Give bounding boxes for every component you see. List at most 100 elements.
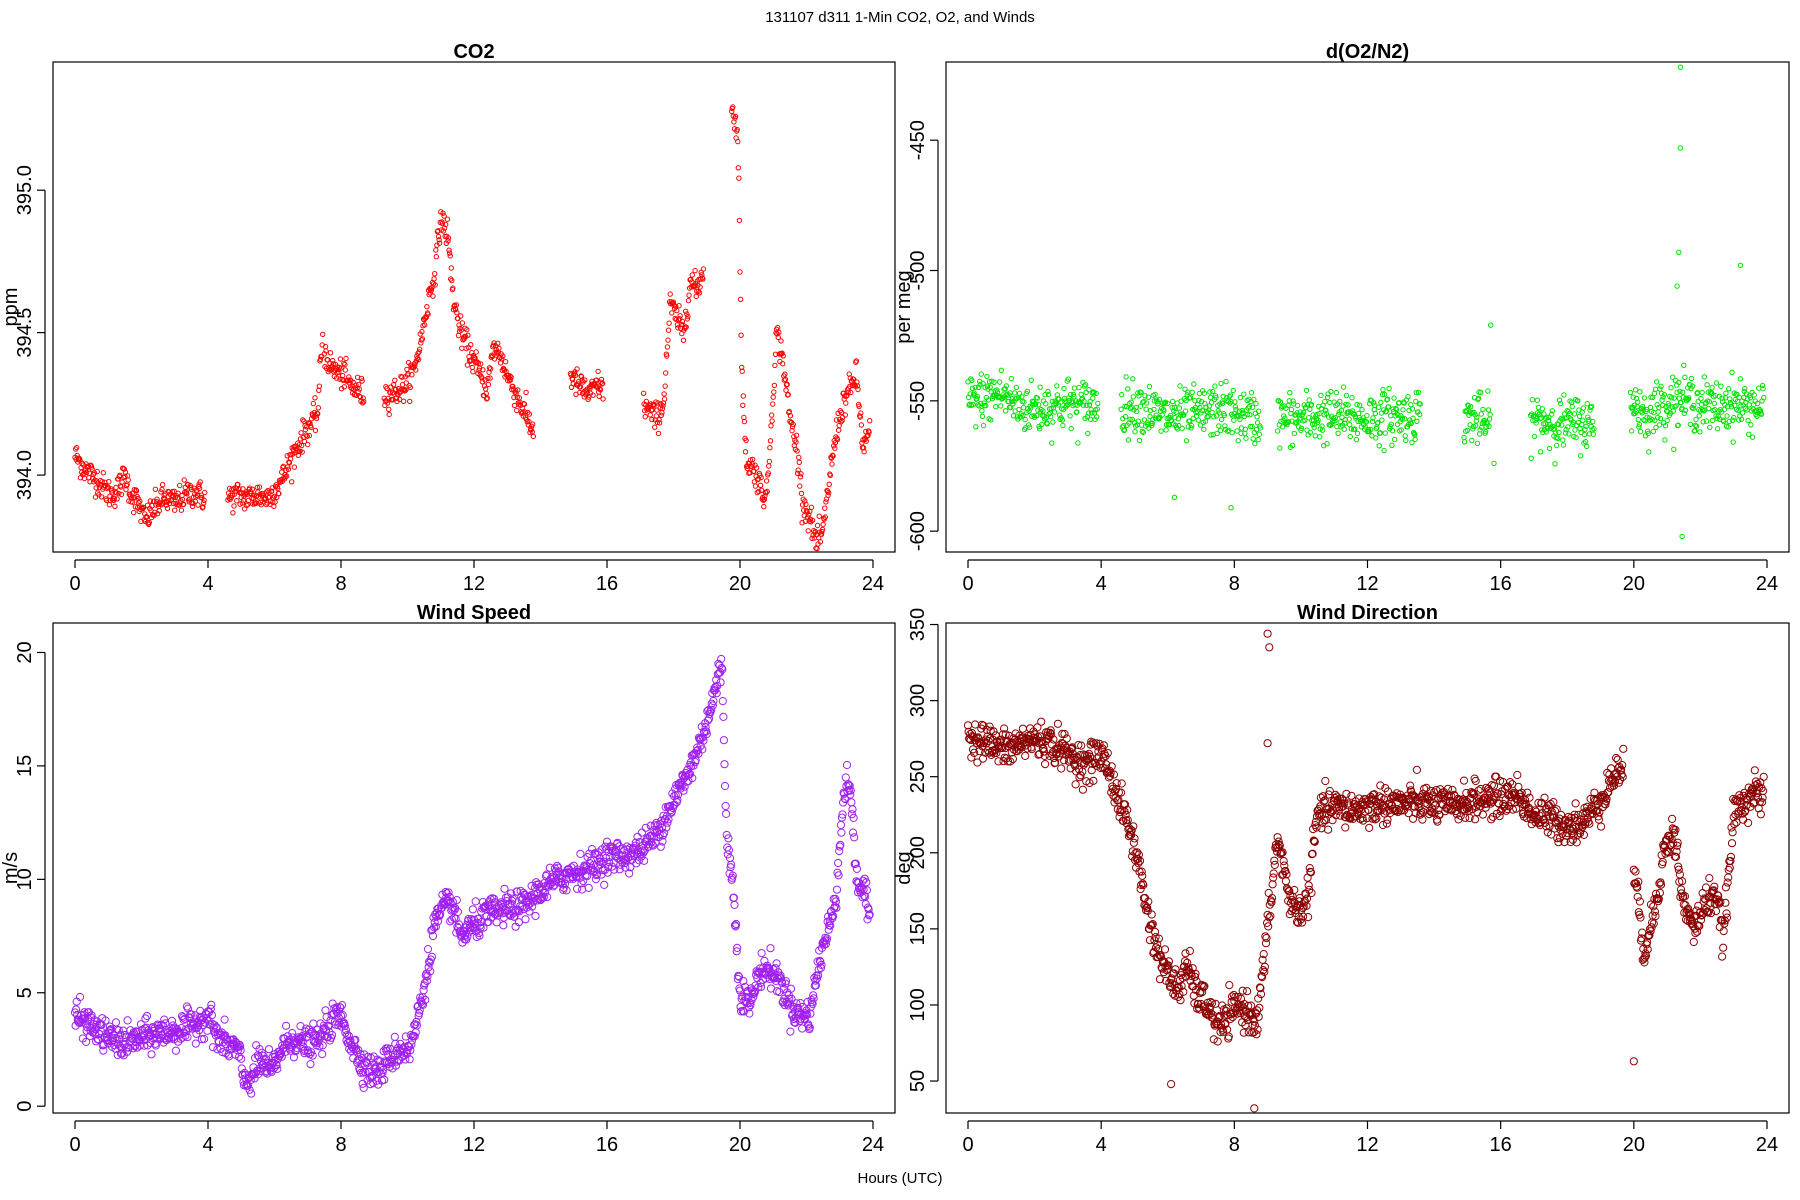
data-point — [1016, 406, 1022, 413]
data-point — [839, 418, 845, 424]
data-point — [1005, 398, 1012, 405]
data-point — [495, 340, 501, 346]
data-point — [1227, 400, 1233, 406]
data-point — [758, 474, 764, 481]
data-point — [825, 492, 831, 498]
data-point — [975, 402, 981, 408]
data-point — [485, 381, 492, 388]
data-point — [1020, 405, 1027, 411]
data-point — [191, 1011, 200, 1020]
data-point — [1417, 411, 1423, 418]
data-point — [492, 918, 501, 927]
data-point — [1241, 391, 1247, 397]
data-point — [1303, 387, 1310, 394]
data-point — [484, 395, 490, 401]
data-point — [584, 390, 591, 397]
data-point — [760, 497, 766, 503]
data-point — [1650, 428, 1657, 435]
data-point — [444, 216, 451, 222]
data-point — [1680, 389, 1686, 395]
data-point — [1390, 406, 1396, 412]
data-point — [194, 489, 200, 495]
data-point — [794, 448, 800, 454]
data-point — [1210, 388, 1216, 395]
data-point — [1652, 417, 1658, 423]
data-point — [1243, 435, 1249, 441]
data-point — [1718, 383, 1724, 389]
data-point — [676, 316, 683, 322]
data-point — [1723, 390, 1729, 396]
data-point — [1706, 399, 1713, 405]
data-point — [768, 423, 774, 429]
data-point — [1628, 428, 1635, 434]
data-point — [1322, 399, 1328, 405]
data-point — [1208, 432, 1214, 438]
x-tick-label: 24 — [1756, 573, 1778, 595]
data-point — [1246, 403, 1253, 410]
data-point — [1713, 413, 1719, 419]
data-point — [121, 466, 128, 472]
data-point — [643, 398, 649, 405]
data-point — [1318, 392, 1324, 399]
x-tick-label: 12 — [1356, 1134, 1378, 1156]
data-point — [1340, 403, 1346, 409]
data-point — [1321, 776, 1330, 786]
data-point — [359, 1083, 368, 1093]
data-point — [816, 513, 822, 519]
data-point — [1671, 395, 1678, 401]
data-point — [1117, 779, 1126, 788]
data-point — [404, 366, 410, 373]
data-point — [423, 945, 433, 954]
data-point — [1081, 383, 1088, 389]
data-point — [974, 393, 981, 400]
data-point — [499, 356, 505, 362]
data-point — [978, 400, 984, 407]
data-point — [971, 390, 977, 396]
data-point — [1560, 437, 1566, 443]
x-tick-label: 8 — [335, 1134, 346, 1156]
data-point — [730, 104, 736, 110]
data-point — [1197, 422, 1204, 428]
data-point — [1644, 414, 1650, 420]
data-point — [1289, 442, 1296, 448]
data-point — [1729, 369, 1735, 376]
data-point — [1713, 380, 1720, 386]
data-point — [435, 233, 442, 240]
data-point — [1686, 395, 1692, 401]
data-point — [1147, 413, 1153, 420]
data-point — [791, 433, 797, 440]
data-point — [1181, 949, 1190, 958]
data-point — [1668, 395, 1675, 401]
x-tick-label: 0 — [962, 573, 973, 595]
data-point — [1724, 404, 1731, 410]
data-point — [1311, 424, 1317, 431]
data-point — [773, 330, 779, 336]
data-point — [1541, 411, 1547, 417]
data-point-outlier — [1676, 249, 1682, 256]
data-point — [1543, 429, 1549, 435]
data-point — [1213, 395, 1219, 401]
data-point — [1176, 422, 1182, 429]
data-point — [419, 336, 426, 342]
data-point — [1412, 436, 1418, 443]
data-point — [1349, 395, 1355, 401]
y-tick-label: 395.0 — [14, 165, 36, 215]
data-point — [318, 1041, 327, 1050]
data-point — [1130, 394, 1137, 400]
data-point-outlier — [1491, 460, 1497, 467]
data-point — [1357, 402, 1363, 408]
data-point — [111, 495, 118, 502]
data-point — [379, 1065, 388, 1075]
data-point — [1678, 399, 1684, 406]
data-point — [308, 1051, 317, 1060]
data-point — [848, 805, 857, 814]
data-point — [834, 436, 841, 443]
data-point — [321, 1006, 330, 1015]
data-point — [1235, 438, 1241, 444]
data-point — [1700, 419, 1706, 425]
data-point-outlier — [1677, 145, 1684, 151]
data-point — [159, 486, 165, 493]
data-point — [328, 1030, 337, 1040]
data-point — [431, 276, 437, 282]
data-point — [1213, 413, 1220, 419]
